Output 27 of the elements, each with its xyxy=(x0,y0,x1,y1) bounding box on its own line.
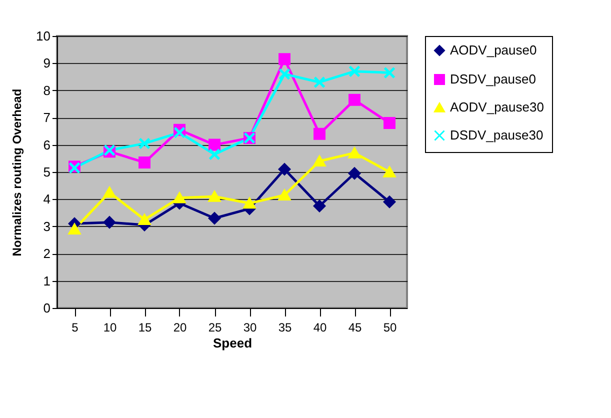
x-axis-title: Speed xyxy=(212,336,252,350)
y-tick-label: 6 xyxy=(43,137,50,152)
y-tick-label: 2 xyxy=(43,246,50,262)
y-axis-title: Normalizes routing Overhead xyxy=(10,88,24,256)
x-tick-label: 10 xyxy=(103,320,117,334)
x-tick-label: 5 xyxy=(72,320,79,334)
y-tick-label: 5 xyxy=(43,164,50,180)
x-tick-label: 45 xyxy=(348,320,362,334)
legend-label: DSDV_pause0 xyxy=(450,72,536,86)
x-tick-label: 15 xyxy=(138,320,152,334)
legend-label: AODV_pause0 xyxy=(450,42,537,58)
x-tick-label: 25 xyxy=(208,320,222,334)
y-tick-label: 0 xyxy=(43,300,50,316)
x-tick-label: 35 xyxy=(278,320,292,334)
y-tick-label: 4 xyxy=(43,192,50,207)
y-tick-label: 10 xyxy=(36,28,50,44)
y-tick-label: 9 xyxy=(43,56,50,71)
y-tick-label: 8 xyxy=(43,82,50,98)
x-tick-label: 30 xyxy=(243,320,257,334)
legend-label: AODV_pause30 xyxy=(450,100,544,114)
x-tick-label: 40 xyxy=(313,320,327,334)
legend-label: DSDV_pause30 xyxy=(450,128,544,142)
y-tick-label: 3 xyxy=(43,218,50,234)
x-tick-label: 50 xyxy=(383,320,397,334)
y-tick-label: 1 xyxy=(43,273,50,288)
y-tick-label: 7 xyxy=(43,110,50,126)
x-tick-label: 20 xyxy=(173,320,187,334)
